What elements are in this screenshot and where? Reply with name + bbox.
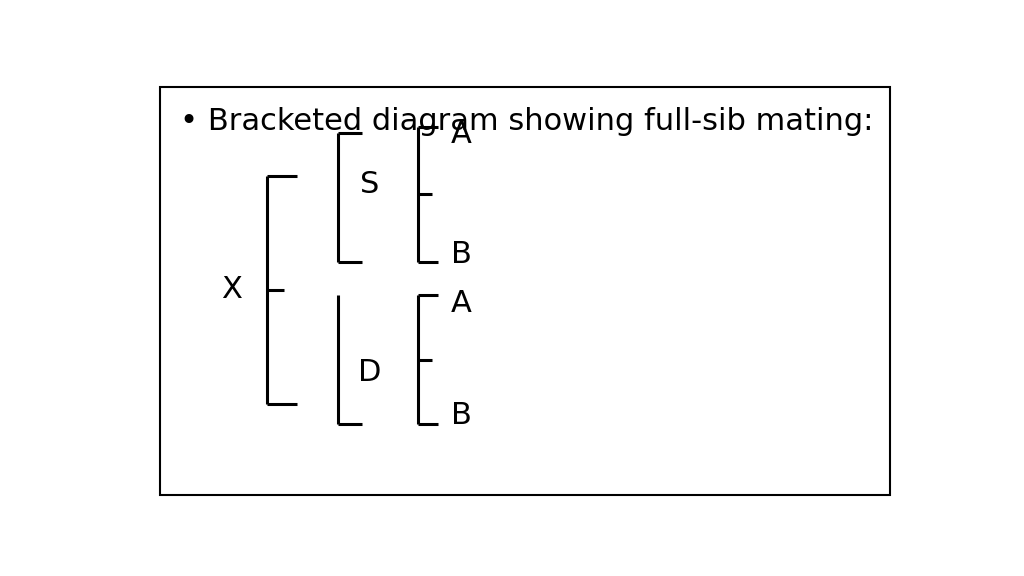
Text: A: A (451, 120, 472, 149)
Text: X: X (221, 275, 242, 304)
Text: B: B (451, 401, 472, 430)
Text: B: B (451, 240, 472, 268)
Text: S: S (360, 170, 380, 199)
Text: D: D (358, 358, 382, 388)
Text: A: A (451, 289, 472, 318)
Text: • Bracketed diagram showing full-sib mating:: • Bracketed diagram showing full-sib mat… (179, 107, 872, 136)
